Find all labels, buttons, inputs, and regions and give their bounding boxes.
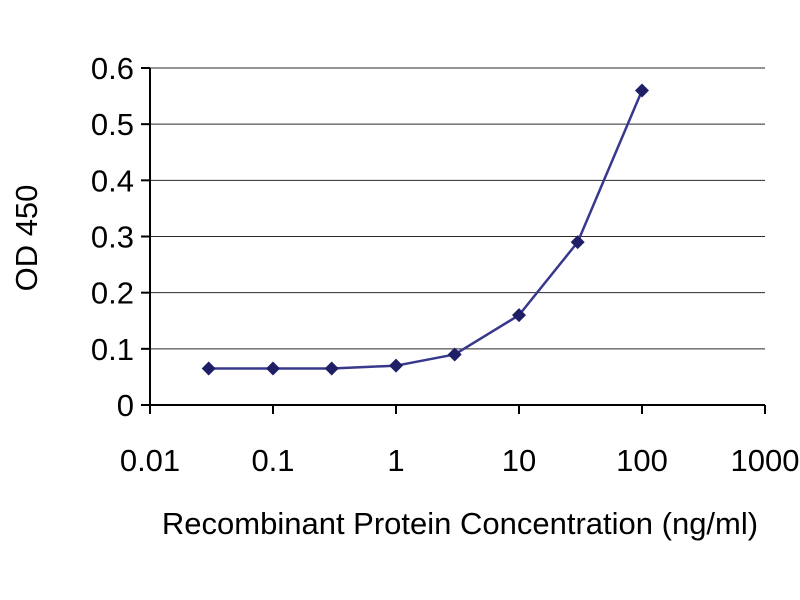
y-tick-label: 0.5: [91, 107, 134, 142]
y-tick-label: 0.6: [91, 51, 134, 86]
x-tick-label: 100: [616, 443, 668, 478]
y-tick-label: 0.3: [91, 220, 134, 255]
y-tick-label: 0: [117, 388, 134, 423]
series-line: [208, 89, 644, 370]
data-point-marker: [389, 358, 403, 373]
x-tick-label: 1: [387, 443, 404, 478]
data-point-marker: [512, 308, 526, 323]
data-point-marker: [201, 361, 216, 376]
data-point-marker: [324, 361, 339, 376]
data-point-marker: [447, 347, 462, 362]
data-point-marker: [266, 361, 280, 376]
y-axis-title: OD 450: [9, 184, 44, 292]
data-point-marker: [635, 83, 649, 98]
x-axis-title: Recombinant Protein Concentration (ng/ml…: [161, 506, 759, 541]
data-point-marker: [570, 235, 585, 250]
y-tick-label: 0.2: [91, 276, 134, 311]
y-tick-label: 0.4: [91, 163, 134, 198]
x-tick-label: 0.1: [251, 443, 294, 478]
x-tick-label: 10: [502, 443, 536, 478]
y-tick-label: 0.1: [91, 332, 134, 367]
x-tick-label: 0.01: [120, 443, 180, 478]
x-tick-label: 1000: [731, 443, 800, 478]
